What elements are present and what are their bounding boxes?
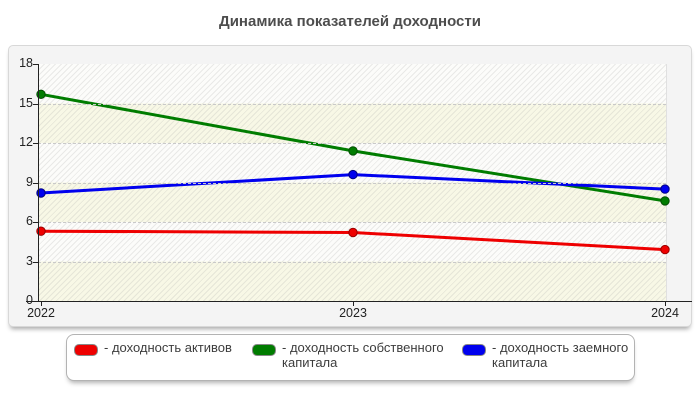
data-point xyxy=(660,244,670,255)
legend-label: - доходность активов xyxy=(104,340,232,355)
data-point xyxy=(348,169,358,180)
y-axis-tick xyxy=(33,261,38,263)
y-axis-tick-label: 0 xyxy=(26,293,33,307)
chart-lines xyxy=(36,89,670,255)
y-axis-tick xyxy=(33,143,38,144)
gridline-6 xyxy=(38,222,666,223)
legend-marker-icon xyxy=(252,344,276,356)
y-axis-tick xyxy=(33,64,38,65)
chart-panel: 0 3 6 9 12 15 18 2022 2023 2024 xyxy=(8,45,692,327)
y-axis-tick xyxy=(33,103,38,105)
gridline-12 xyxy=(38,143,666,144)
y-axis-tick-label: 3 xyxy=(26,253,33,268)
data-point xyxy=(348,227,358,238)
x-axis-line xyxy=(26,301,692,302)
x-axis-tick xyxy=(41,301,42,306)
y-axis-tick-label: 18 xyxy=(19,56,33,70)
legend: - доходность активов - доходность собстве… xyxy=(66,334,635,381)
legend-label: - доходность собственного капитала xyxy=(282,340,444,370)
chart-title: Динамика показателей доходности xyxy=(219,13,481,30)
y-axis-tick xyxy=(33,182,38,184)
legend-label: - доходность заемного капитала xyxy=(492,340,629,370)
legend-item-2: - доходность заемного капитала xyxy=(462,340,652,371)
x-axis-tick-label: 2024 xyxy=(651,306,679,320)
gridline-9 xyxy=(38,182,666,184)
data-point xyxy=(660,196,670,206)
data-point xyxy=(660,184,670,194)
data-point xyxy=(348,146,358,156)
y-axis-tick-label: 15 xyxy=(19,95,33,110)
y-axis-tick-label: 6 xyxy=(26,214,33,228)
gridline-15 xyxy=(38,103,666,105)
x-axis-tick xyxy=(665,301,666,306)
y-axis-tick-label: 12 xyxy=(19,135,33,149)
y-axis-line xyxy=(38,64,39,301)
legend-item-1: - доходность собственного капитала xyxy=(252,340,462,371)
legend-marker-icon xyxy=(462,344,486,356)
y-axis-tick xyxy=(33,222,38,223)
y-axis-tick xyxy=(33,301,38,302)
y-axis-tick-label: 9 xyxy=(26,174,33,189)
gridline-3 xyxy=(38,261,666,263)
x-axis-tick-label: 2023 xyxy=(339,306,367,320)
legend-marker-icon xyxy=(74,344,98,356)
x-axis-tick xyxy=(353,301,354,306)
x-axis-tick-label: 2022 xyxy=(27,306,55,320)
legend-item-0: - доходность активов xyxy=(74,340,254,356)
